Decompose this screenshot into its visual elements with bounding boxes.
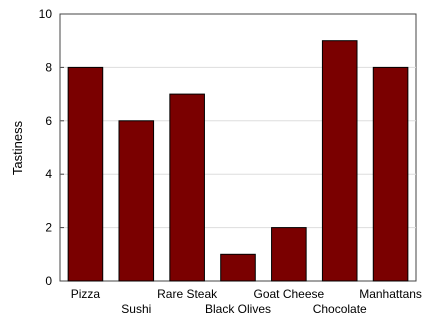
bar-sushi <box>118 120 155 282</box>
y-tick-label: 8 <box>45 60 52 74</box>
y-axis-label: Tastiness <box>10 120 25 175</box>
y-tick-label: 10 <box>39 7 53 21</box>
bar-goat-cheese <box>271 227 307 282</box>
x-tick-label: Sushi <box>121 302 151 316</box>
bar-manhattans <box>372 66 409 282</box>
bar-black-olives <box>220 253 256 282</box>
x-tick-label: Chocolate <box>313 302 367 316</box>
y-tick-label: 0 <box>45 274 52 288</box>
plot-area <box>59 13 417 282</box>
bar-chocolate <box>321 40 358 282</box>
x-tick-label: Rare Steak <box>157 287 218 301</box>
y-tick-label: 4 <box>45 167 52 181</box>
y-tick-label: 6 <box>45 114 52 128</box>
y-axis: 0 2 4 6 8 10 <box>39 7 64 288</box>
x-tick-label: Pizza <box>71 287 101 301</box>
y-tick-label: 2 <box>45 221 52 235</box>
bar-pizza <box>67 66 104 282</box>
x-tick-label: Goat Cheese <box>253 287 324 301</box>
x-tick-label: Manhattans <box>359 287 422 301</box>
x-tick-label: Black Olives <box>205 302 271 316</box>
bar-rare-steak <box>169 93 205 282</box>
bars <box>67 40 409 282</box>
